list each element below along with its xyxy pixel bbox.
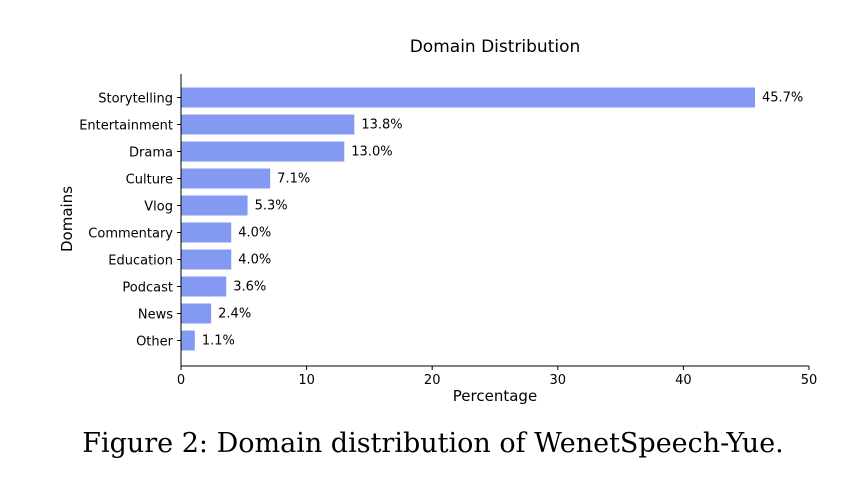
bars-group (181, 87, 755, 351)
bar-entertainment (181, 114, 355, 135)
x-tick-label: 10 (298, 373, 315, 388)
bar-podcast (181, 276, 227, 297)
y-tick-label: Entertainment (79, 119, 173, 134)
value-labels: 45.7% 13.8% 13.0% 7.1% 5.3% 4.0% 4.0% 3.6% 2.4% 1… (202, 91, 803, 349)
y-tick-label: Culture (126, 173, 173, 188)
x-tick-label: 0 (177, 373, 185, 388)
bar-news (181, 303, 212, 324)
y-tick-label: Other (136, 335, 174, 350)
x-axis-label: Percentage (453, 387, 537, 405)
x-tick-label: 20 (424, 373, 441, 388)
x-tick-label: 50 (801, 373, 818, 388)
value-label: 45.7% (762, 91, 803, 106)
value-label: 4.0% (238, 253, 271, 268)
y-tick-label: Drama (129, 146, 173, 161)
y-tick-label: Commentary (88, 227, 173, 242)
bar-vlog (181, 195, 248, 216)
y-axis-label: Domains (58, 186, 76, 252)
value-label: 1.1% (202, 334, 235, 349)
value-label: 7.1% (277, 172, 310, 187)
x-tick-label: 30 (550, 373, 567, 388)
y-tick-label: News (138, 308, 173, 323)
x-ticks: 0 10 20 30 40 50 (177, 366, 817, 388)
bar-commentary (181, 222, 232, 243)
bar-drama (181, 141, 345, 162)
bar-chart: Domain Distribution Storytelling Entertai… (58, 37, 817, 405)
value-label: 5.3% (255, 199, 288, 214)
value-label: 13.8% (361, 118, 402, 133)
y-tick-label: Storytelling (98, 92, 173, 107)
value-label: 13.0% (351, 145, 392, 160)
y-tick-label: Education (108, 254, 173, 269)
bar-culture (181, 168, 271, 189)
x-tick-label: 40 (675, 373, 692, 388)
y-tick-label: Podcast (122, 281, 173, 296)
bar-other (181, 330, 195, 351)
y-tick-label: Vlog (144, 200, 173, 215)
figure-caption: Figure 2: Domain distribution of WenetSp… (82, 428, 784, 459)
value-label: 3.6% (233, 280, 266, 295)
y-tick-labels: Storytelling Entertainment Drama Culture Vlo… (79, 92, 181, 350)
value-label: 4.0% (238, 226, 271, 241)
chart-title: Domain Distribution (410, 37, 581, 57)
bar-storytelling (181, 87, 755, 108)
bar-education (181, 249, 232, 270)
value-label: 2.4% (218, 307, 251, 322)
